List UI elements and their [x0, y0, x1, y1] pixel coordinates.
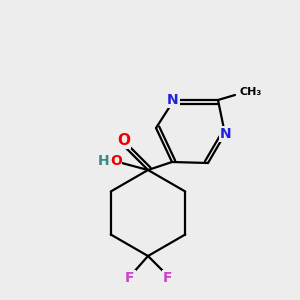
Text: N: N: [167, 93, 179, 107]
Text: CH₃: CH₃: [240, 87, 262, 97]
Text: O: O: [110, 154, 122, 168]
Text: H: H: [98, 154, 109, 168]
Text: F: F: [125, 271, 135, 285]
Text: O: O: [117, 133, 130, 148]
Text: F: F: [163, 271, 173, 285]
Text: N: N: [220, 127, 232, 141]
